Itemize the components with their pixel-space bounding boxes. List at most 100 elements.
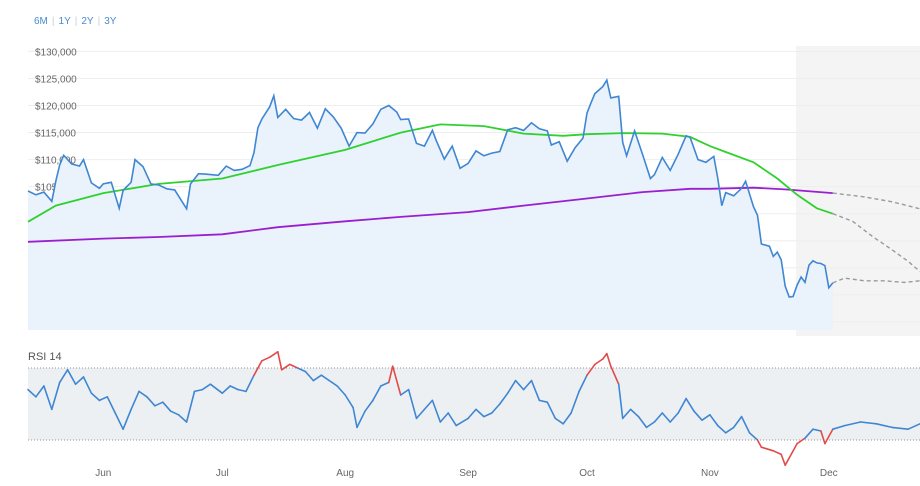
rsi-extreme-segment <box>261 356 271 362</box>
rsi-segment <box>724 426 735 434</box>
rsi-extreme-segment <box>276 350 283 371</box>
rsi-segment <box>907 422 920 431</box>
rsi-segment <box>423 399 434 411</box>
rsi-segment <box>185 390 196 423</box>
rsi-segment <box>653 412 664 423</box>
x-tick-label: Oct <box>579 468 595 479</box>
rsi-segment <box>320 374 331 382</box>
rsi-segment <box>447 412 458 427</box>
rsi-segment <box>562 412 572 425</box>
rsi-line <box>27 350 920 467</box>
rsi-segment <box>498 392 509 405</box>
rsi-segment <box>312 374 323 382</box>
rsi-extreme-segment <box>280 363 291 371</box>
rsi-segment <box>617 383 624 420</box>
rsi-segment <box>27 388 37 398</box>
range-selector: 6M | 1Y | 2Y | 3Y <box>34 16 116 27</box>
rsi-segment <box>379 381 390 387</box>
x-tick-label: Nov <box>701 468 719 479</box>
rsi-segment <box>130 390 140 411</box>
rsi-segment <box>35 385 45 398</box>
rsi-segment <box>66 368 77 386</box>
rsi-segment <box>645 421 656 429</box>
x-tick-label: Dec <box>820 468 838 479</box>
rsi-segment <box>399 388 410 396</box>
range-tab-2y[interactable]: 2Y <box>81 16 94 27</box>
rsi-segment <box>372 385 382 402</box>
rsi-extreme-segment <box>586 363 596 377</box>
rsi-segment <box>328 379 339 387</box>
rsi-extreme-segment <box>605 352 612 368</box>
x-tick-label: Jun <box>95 468 111 479</box>
rsi-extreme-segment <box>820 430 826 445</box>
rsi-segment <box>154 401 164 407</box>
rsi-extreme-segment <box>253 359 263 377</box>
range-separator: | <box>51 16 55 27</box>
rsi-extreme-segment <box>594 358 604 366</box>
rsi-extreme-segment <box>387 365 394 384</box>
price-area <box>28 80 833 330</box>
rsi-segment <box>304 370 315 382</box>
rsi-segment <box>229 385 239 391</box>
rsi-segment <box>506 379 517 395</box>
rsi-segment <box>352 406 358 429</box>
rsi-segment <box>74 376 85 386</box>
rsi-segment <box>522 379 533 391</box>
rsi-segment <box>106 395 116 414</box>
rsi-segment <box>831 424 846 431</box>
x-tick-label: Jul <box>216 468 229 479</box>
rsi-segment <box>661 412 672 423</box>
range-tab-6m[interactable]: 6M <box>34 16 48 27</box>
rsi-segment <box>336 385 347 396</box>
rsi-segment <box>407 388 418 420</box>
rsi-segment <box>843 421 862 427</box>
rsi-segment <box>431 399 442 423</box>
range-separator: | <box>97 16 101 27</box>
rsi-title: RSI 14 <box>28 351 62 363</box>
y-tick-label: $130,000 <box>35 47 77 58</box>
rsi-segment <box>356 410 366 429</box>
rsi-segment <box>538 399 549 404</box>
rsi-segment <box>237 388 247 393</box>
y-tick-label: $110,000 <box>35 156 76 167</box>
rsi-segment <box>859 421 878 425</box>
rsi-segment <box>578 374 588 393</box>
rsi-segment <box>162 401 172 413</box>
rsi-extreme-segment <box>609 365 620 386</box>
rsi-extreme-segment <box>788 442 798 459</box>
rsi-segment <box>685 397 695 413</box>
rsi-segment <box>709 413 719 427</box>
rsi-extreme-segment <box>784 457 791 467</box>
rsi-segment <box>455 417 469 427</box>
rsi-segment <box>475 408 485 418</box>
range-tab-3y[interactable]: 3Y <box>104 16 117 27</box>
rsi-segment <box>514 379 525 391</box>
x-tick-label: Sep <box>459 468 477 479</box>
y-tick-label: $125,000 <box>35 74 77 85</box>
rsi-segment <box>490 403 501 414</box>
rsi-segment <box>467 408 477 420</box>
rsi-extreme-segment <box>391 365 402 396</box>
range-tab-1y[interactable]: 1Y <box>58 16 71 27</box>
ma-slow-line <box>27 186 833 243</box>
rsi-segment <box>677 397 687 414</box>
rsi-segment <box>637 415 648 429</box>
rsi-segment <box>114 412 124 431</box>
rsi-segment <box>201 383 212 391</box>
rsi-segment <box>90 392 101 402</box>
rsi-band <box>28 368 920 440</box>
rsi-extreme-segment <box>288 363 299 369</box>
rsi-segment <box>169 410 180 416</box>
range-separator: | <box>74 16 78 27</box>
rsi-extreme-segment <box>760 446 775 452</box>
rsi-extreme-segment <box>756 439 763 449</box>
rsi-segment <box>221 385 231 395</box>
x-axis: Jun Jul Aug Sep Oct Nov Dec <box>95 468 837 479</box>
rsi-segment <box>530 379 541 402</box>
rsi-extreme-segment <box>824 428 834 445</box>
rsi-segment <box>245 374 255 393</box>
rsi-segment <box>570 390 580 414</box>
rsi-extreme-segment <box>796 437 806 445</box>
rsi-segment <box>621 408 632 420</box>
